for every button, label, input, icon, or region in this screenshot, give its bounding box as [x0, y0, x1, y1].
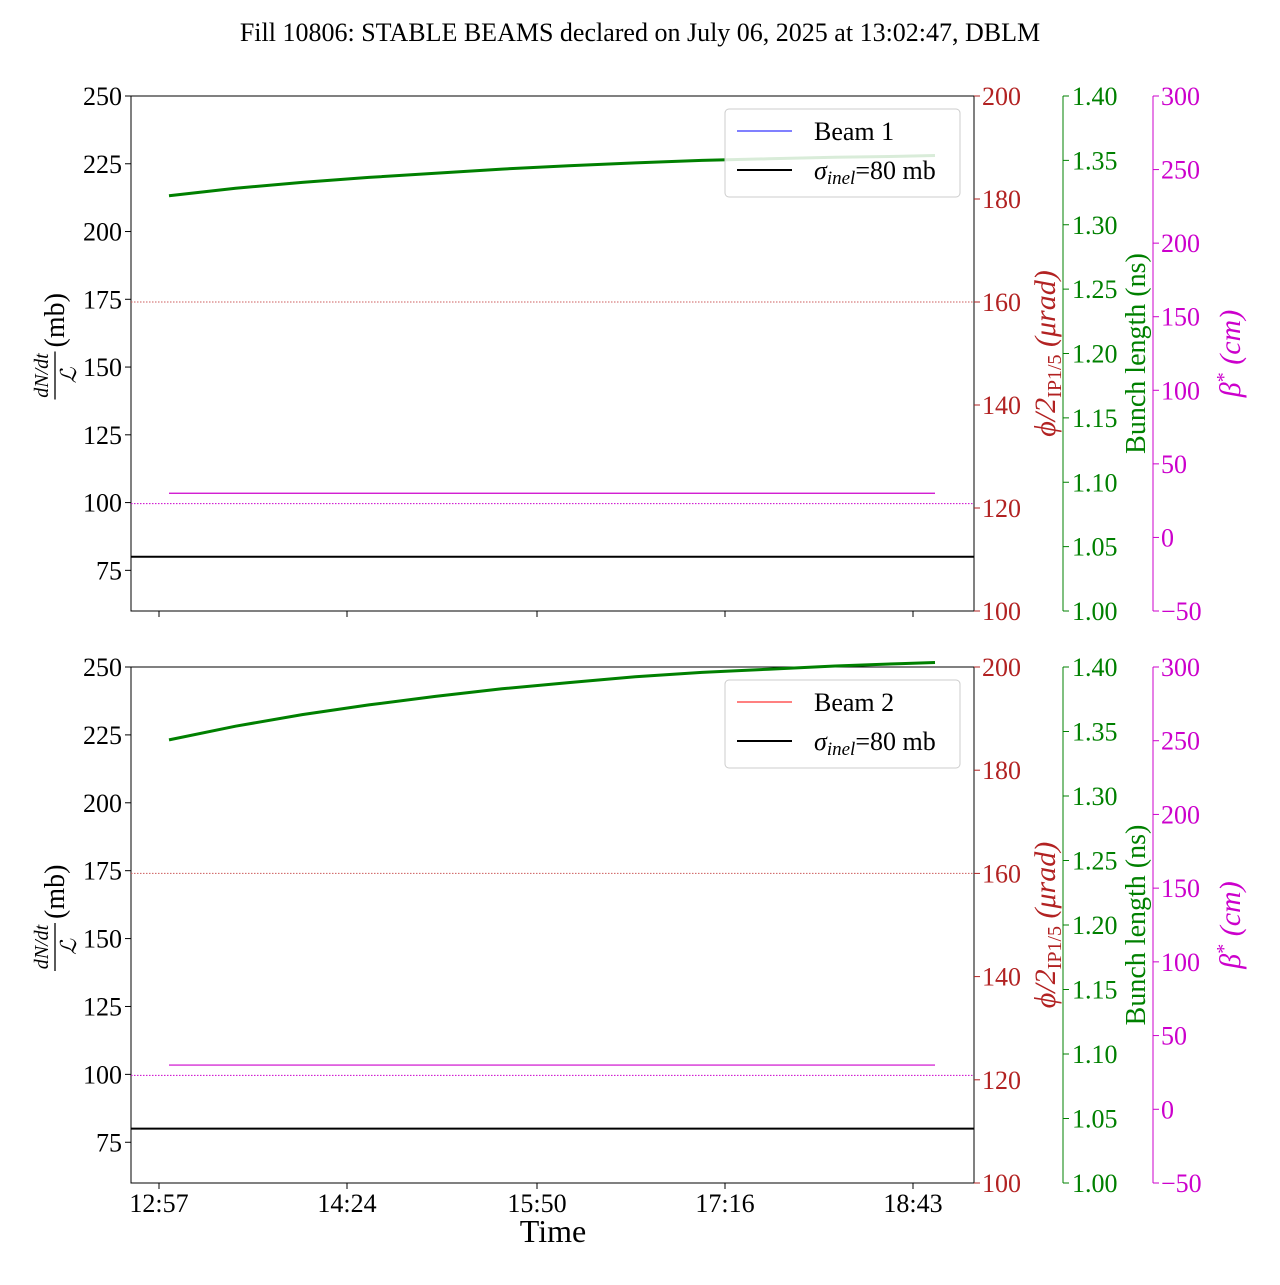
top-beta-tick-label: 150 — [1161, 303, 1200, 332]
top-left-tick-label: 150 — [83, 353, 122, 382]
bottom-x-tick-label: 17:16 — [695, 1189, 754, 1218]
bottom-beta-tick-label: 100 — [1161, 948, 1200, 977]
bottom-bunch-length-line — [168, 661, 936, 742]
bottom-beta-axis-label: β* (cm) — [1213, 881, 1247, 969]
bottom-phi-axis-label: ϕ/2IP1/5 (μrad) — [1029, 842, 1066, 1008]
top-plot-frame — [130, 95, 975, 612]
bottom-left-axis-label-num: dN/dt — [31, 924, 53, 969]
bottom-x-tick-label: 12:57 — [129, 1189, 188, 1218]
top-bunch-tick-label: 1.30 — [1072, 211, 1118, 240]
bottom-bunch-tick-label: 1.15 — [1072, 976, 1118, 1005]
bottom-left-tick-label: 100 — [83, 1060, 122, 1089]
top-left-axis-label-den: ℒ — [56, 366, 81, 383]
bottom-left-axis-label-den: ℒ — [56, 938, 81, 955]
bottom-x-tick-label: 18:43 — [883, 1189, 942, 1218]
top-left-axis-label-unit: (mb) — [40, 293, 71, 347]
top-left-tick-label: 175 — [83, 285, 122, 314]
bottom-bunch-axis-label: Bunch length (ns) — [1121, 825, 1152, 1026]
bottom-bunch-tick-label: 1.20 — [1072, 911, 1118, 940]
top-beta-tick-label: −50 — [1161, 597, 1202, 626]
bottom-phi-tick-label: 160 — [982, 859, 1021, 888]
bottom-left-axis-label-unit: (mb) — [40, 865, 71, 919]
bottom-phi-tick-label: 140 — [982, 963, 1021, 992]
bottom-beta-tick-label: 300 — [1161, 653, 1200, 682]
top-beta-tick-label: 0 — [1161, 523, 1174, 552]
top-beta-axis-label: β* (cm) — [1213, 310, 1247, 398]
top-legend: Beam 1 σinel=80 mb — [724, 108, 961, 198]
bottom-legend-sigma-label: σinel=80 mb — [814, 727, 936, 760]
top-phi-tick-label: 140 — [982, 391, 1021, 420]
bottom-bunch-tick-label: 1.30 — [1072, 782, 1118, 811]
top-left-tick-label: 100 — [83, 489, 122, 518]
bottom-left-axis-label: dN/dt ℒ (mb) — [31, 865, 81, 971]
bottom-bunch-tick-label: 1.05 — [1072, 1105, 1118, 1134]
top-bunch-tick-label: 1.35 — [1072, 146, 1118, 175]
top-phi-tick-label: 200 — [982, 82, 1021, 111]
bottom-panel: 75 100 125 150 175 200 225 250 dN/dt ℒ (mb) 100 120… — [31, 653, 1247, 1249]
top-beta-tick-label: 300 — [1161, 82, 1200, 111]
top-bunch-axis-label: Bunch length (ns) — [1121, 253, 1152, 454]
bottom-left-tick-label: 125 — [83, 992, 122, 1021]
top-beta-tick-label: 50 — [1161, 450, 1187, 479]
top-phi-tick-label: 180 — [982, 185, 1021, 214]
top-legend-sigma-label: σinel=80 mb — [814, 156, 936, 189]
bottom-beta-tick-label: 200 — [1161, 800, 1200, 829]
bottom-beta-tick-label: 50 — [1161, 1022, 1187, 1051]
bottom-phi-tick-label: 200 — [982, 653, 1021, 682]
top-bunch-tick-label: 1.05 — [1072, 533, 1118, 562]
bottom-x-tick-label: 14:24 — [317, 1189, 376, 1218]
bottom-left-tick-label: 175 — [83, 857, 122, 886]
top-beta-tick-label: 100 — [1161, 376, 1200, 405]
top-left-axis-label-num: dN/dt — [31, 353, 53, 398]
bottom-beta-tick-label: 0 — [1161, 1095, 1174, 1124]
bottom-beta-tick-label: −50 — [1161, 1169, 1202, 1198]
bottom-left-tick-label: 150 — [83, 925, 122, 954]
top-phi-tick-label: 100 — [982, 597, 1021, 626]
bottom-phi-tick-label: 180 — [982, 756, 1021, 785]
bottom-plot-frame — [130, 666, 975, 1184]
top-left-tick-label: 250 — [83, 82, 122, 111]
bottom-legend: Beam 2 σinel=80 mb — [724, 679, 961, 769]
bottom-left-tick-label: 200 — [83, 789, 122, 818]
top-left-tick-label: 125 — [83, 421, 122, 450]
top-legend-beam-label: Beam 1 — [814, 117, 894, 146]
top-phi-tick-label: 160 — [982, 288, 1021, 317]
top-bunch-tick-label: 1.20 — [1072, 340, 1118, 369]
bottom-bunch-tick-label: 1.25 — [1072, 847, 1118, 876]
bottom-legend-beam-label: Beam 2 — [814, 688, 894, 717]
top-left-tick-label: 225 — [83, 150, 122, 179]
bottom-bunch-tick-label: 1.35 — [1072, 718, 1118, 747]
figure-title: Fill 10806: STABLE BEAMS declared on Jul… — [239, 18, 1041, 47]
top-bunch-tick-label: 1.40 — [1072, 82, 1118, 111]
top-left-tick-label: 75 — [96, 556, 122, 585]
bottom-x-axis-label: Time — [520, 1213, 586, 1249]
top-bunch-tick-label: 1.00 — [1072, 597, 1118, 626]
bottom-beta-tick-label: 250 — [1161, 727, 1200, 756]
top-phi-tick-label: 120 — [982, 494, 1021, 523]
top-bunch-tick-label: 1.15 — [1072, 404, 1118, 433]
bottom-x-tick-label: 15:50 — [507, 1189, 566, 1218]
top-beta-tick-label: 200 — [1161, 229, 1200, 258]
top-left-tick-label: 200 — [83, 218, 122, 247]
bottom-left-tick-label: 250 — [83, 653, 122, 682]
bottom-left-tick-label: 75 — [96, 1128, 122, 1157]
top-phi-axis-label: ϕ/2IP1/5 (μrad) — [1029, 270, 1066, 436]
bottom-bunch-tick-label: 1.40 — [1072, 653, 1118, 682]
top-bunch-tick-label: 1.10 — [1072, 468, 1118, 497]
top-panel: 75 100 125 150 175 200 225 250 dN/dt ℒ (mb) 100 120… — [31, 82, 1247, 626]
top-beta-tick-label: 250 — [1161, 156, 1200, 185]
top-left-axis-label: dN/dt ℒ (mb) — [31, 293, 81, 400]
top-bunch-tick-label: 1.25 — [1072, 275, 1118, 304]
bottom-left-tick-label: 225 — [83, 721, 122, 750]
bottom-beta-tick-label: 150 — [1161, 874, 1200, 903]
bottom-bunch-tick-label: 1.10 — [1072, 1040, 1118, 1069]
bottom-phi-tick-label: 120 — [982, 1066, 1021, 1095]
bottom-bunch-tick-label: 1.00 — [1072, 1169, 1118, 1198]
bottom-phi-tick-label: 100 — [982, 1169, 1021, 1198]
